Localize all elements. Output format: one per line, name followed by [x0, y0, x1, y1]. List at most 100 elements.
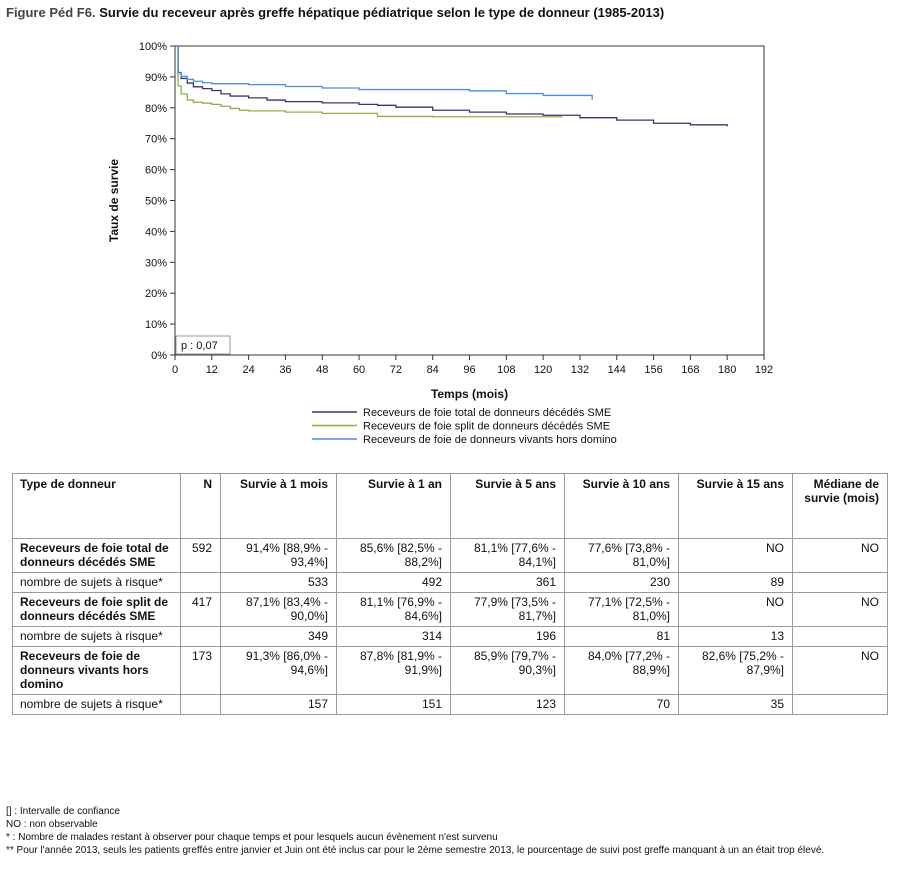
footnotes: [] : Intervalle de confiance NO : non ob…	[6, 805, 891, 857]
x-tick-label: 108	[497, 364, 515, 376]
risk-cell: 230	[564, 572, 679, 593]
x-tick-label: 156	[644, 364, 662, 376]
table-cell: 84,0% [77,2% - 88,9%]	[564, 646, 679, 695]
risk-cell: 196	[450, 626, 565, 647]
y-tick-label: 70%	[145, 134, 167, 146]
risk-cell	[792, 572, 888, 593]
survival-chart: 0% 10% 20% 30% 40% 50% 60% 70% 80% 90% 100% 0 12 24 36…	[107, 41, 773, 446]
risk-cell: 492	[336, 572, 451, 593]
legend-label: Receveurs de foie de donneurs vivants ho…	[363, 434, 617, 446]
x-tick-label: 48	[316, 364, 328, 376]
footnote: [] : Intervalle de confiance	[6, 806, 120, 817]
series-line	[175, 45, 593, 100]
risk-cell: 151	[336, 694, 451, 715]
table-cell: 77,1% [72,5% - 81,0%]	[564, 592, 679, 627]
table-cell: 91,3% [86,0% - 94,6%]	[220, 646, 337, 695]
figure-label: Figure Péd F6.	[6, 5, 96, 20]
risk-row: nombre de sujets à risque* 349 314 196 8…	[12, 626, 888, 647]
y-axis-label: Taux de survie	[107, 159, 121, 242]
risk-cell: 361	[450, 572, 565, 593]
header-n: N	[180, 473, 221, 539]
x-tick-label: 120	[534, 364, 552, 376]
table-cell: 82,6% [75,2% - 87,9%]	[678, 646, 793, 695]
p-value-annotation: p : 0,07	[181, 340, 218, 352]
header-donor-type: Type de donneur	[12, 473, 181, 539]
empty-cell	[180, 572, 221, 593]
risk-cell: 70	[564, 694, 679, 715]
risk-row: nombre de sujets à risque* 533 492 361 2…	[12, 572, 888, 593]
risk-cell: 157	[220, 694, 337, 715]
risk-cell: 123	[450, 694, 565, 715]
table-row: Receveurs de foie split de donneurs décé…	[12, 592, 888, 627]
footnote: NO : non observable	[6, 819, 98, 830]
table-cell: NO	[678, 592, 793, 627]
risk-cell: 35	[678, 694, 793, 715]
series-line	[175, 45, 728, 127]
y-tick-label: 0%	[151, 350, 167, 362]
figure-title: Figure Péd F6. Survie du receveur après …	[6, 5, 664, 20]
table-cell: 81,1% [77,6% - 84,1%]	[450, 538, 565, 573]
y-tick-label: 80%	[145, 103, 167, 115]
plot-frame	[174, 45, 765, 356]
risk-cell: 13	[678, 626, 793, 647]
x-axis-label: Temps (mois)	[431, 387, 508, 401]
x-tick-label: 36	[279, 364, 291, 376]
header-survival-10-years: Survie à 10 ans	[564, 473, 679, 539]
table-row: Receveurs de foie de donneurs vivants ho…	[12, 646, 888, 695]
row-n: 592	[180, 538, 221, 573]
x-tick-label: 0	[172, 364, 178, 376]
x-tick-label: 72	[390, 364, 402, 376]
risk-cell	[792, 694, 888, 715]
legend-label: Receveurs de foie total de donneurs décé…	[363, 407, 611, 419]
table-row: Receveurs de foie total de donneurs décé…	[12, 538, 888, 573]
risk-cell	[792, 626, 888, 647]
table-cell: NO	[678, 538, 793, 573]
x-tick-label: 192	[755, 364, 773, 376]
table-cell: 85,6% [82,5% - 88,2%]	[336, 538, 451, 573]
table-cell: 87,8% [81,9% - 91,9%]	[336, 646, 451, 695]
footnote: ** Pour l'année 2013, seuls les patients…	[6, 845, 825, 856]
annotation-box	[175, 335, 231, 355]
x-tick-label: 24	[243, 364, 255, 376]
table-cell: 91,4% [88,9% - 93,4%]	[220, 538, 337, 573]
empty-cell	[180, 626, 221, 647]
row-n: 417	[180, 592, 221, 627]
x-tick-label: 132	[571, 364, 589, 376]
risk-row: nombre de sujets à risque* 157 151 123 7…	[12, 694, 888, 715]
risk-label: nombre de sujets à risque*	[12, 694, 181, 715]
series-line	[175, 45, 563, 118]
risk-cell: 349	[220, 626, 337, 647]
risk-label: nombre de sujets à risque*	[12, 572, 181, 593]
x-tick-label: 96	[463, 364, 475, 376]
footnote: * : Nombre de malades restant à observer…	[6, 832, 498, 843]
header-survival-5-years: Survie à 5 ans	[450, 473, 565, 539]
table-cell: 77,6% [73,8% - 81,0%]	[564, 538, 679, 573]
header-median-survival: Médiane de survie (mois)	[792, 473, 888, 539]
row-label: Receveurs de foie split de donneurs décé…	[12, 592, 181, 627]
table-cell: 87,1% [83,4% - 90,0%]	[220, 592, 337, 627]
y-tick-label: 100%	[139, 41, 167, 53]
table-cell: NO	[792, 646, 888, 695]
header-survival-15-years: Survie à 15 ans	[678, 473, 793, 539]
y-tick-label: 50%	[145, 196, 167, 208]
y-tick-label: 40%	[145, 226, 167, 238]
header-survival-1-year: Survie à 1 an	[336, 473, 451, 539]
x-tick-label: 168	[681, 364, 699, 376]
table-cell: NO	[792, 538, 888, 573]
table-cell: 85,9% [79,7% - 90,3%]	[450, 646, 565, 695]
risk-cell: 533	[220, 572, 337, 593]
table-cell: NO	[792, 592, 888, 627]
x-tick-label: 12	[206, 364, 218, 376]
survival-table: Type de donneur N Survie à 1 mois Survie…	[12, 473, 888, 715]
x-tick-label: 180	[718, 364, 736, 376]
x-tick-label: 60	[353, 364, 365, 376]
empty-cell	[180, 694, 221, 715]
row-n: 173	[180, 646, 221, 695]
legend-label: Receveurs de foie split de donneurs décé…	[363, 421, 610, 433]
risk-cell: 81	[564, 626, 679, 647]
risk-cell: 314	[336, 626, 451, 647]
y-tick-label: 60%	[145, 165, 167, 177]
table-cell: 77,9% [73,5% - 81,7%]	[450, 592, 565, 627]
y-tick-label: 20%	[145, 288, 167, 300]
x-tick-label: 84	[427, 364, 439, 376]
